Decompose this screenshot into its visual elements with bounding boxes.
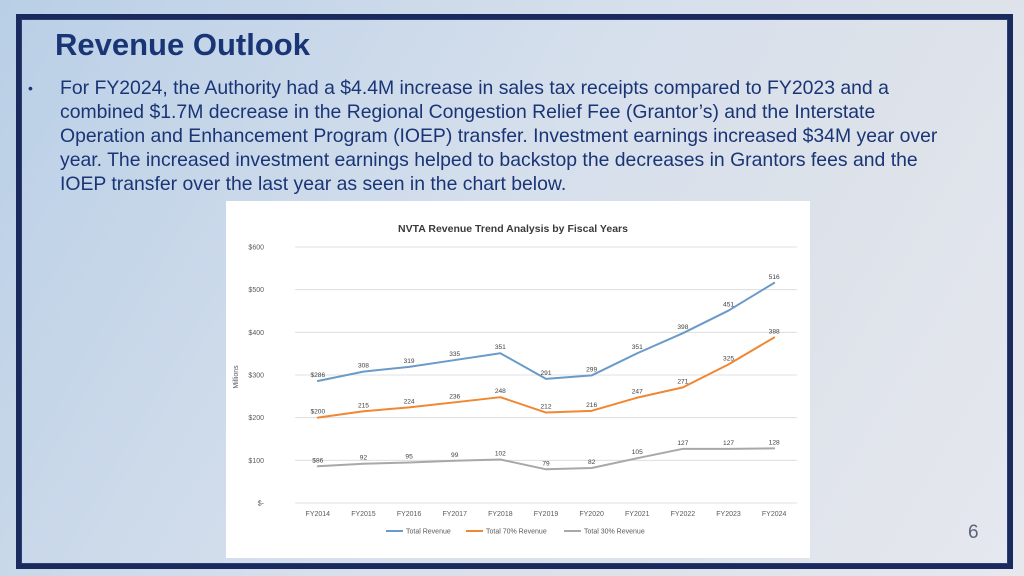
x-tick-label: FY2017 [442,511,467,518]
legend-label: Total Revenue [406,529,451,536]
data-label: 224 [404,398,415,405]
y-tick-label: $- [258,501,265,508]
data-label: 248 [495,388,506,395]
data-label: 335 [449,351,460,358]
data-label: 236 [449,393,460,400]
data-label: 351 [632,344,643,351]
x-tick-label: FY2014 [306,511,331,518]
chart-x-ticks: FY2014 FY2015 FY2016 FY2017 FY2018 FY2019 FY20… [306,511,787,518]
chart-gridlines [295,246,797,504]
data-label: 451 [723,302,734,309]
data-label: $200 [310,409,325,416]
series-line [316,447,776,471]
data-label: 398 [677,324,688,331]
legend-label: Total 70% Revenue [486,529,547,536]
x-tick-label: FY2024 [762,511,787,518]
data-label: 212 [540,404,551,411]
bullet-marker: • [28,80,33,96]
data-label: $86 [312,457,323,464]
series-total-revenue: $286 308 319 335 351 291 299 351 398 451 516 [310,274,780,382]
y-tick-label: $300 [248,373,264,380]
chart-series: $286 308 319 335 351 291 299 351 398 451 516 $200 21… [310,274,780,471]
data-label: $286 [310,372,325,379]
series-total-70-revenue: $200 215 224 236 248 212 216 247 271 325 388 [310,328,780,419]
data-label: 388 [769,328,780,335]
y-tick-label: $600 [248,245,264,252]
x-tick-label: FY2016 [397,511,422,518]
data-label: 102 [495,450,506,457]
data-label: 291 [540,370,551,377]
x-tick-label: FY2023 [716,511,741,518]
data-label: 299 [586,366,597,373]
x-tick-label: FY2020 [579,511,604,518]
x-tick-label: FY2018 [488,511,513,518]
data-label: 215 [358,402,369,409]
chart-title: NVTA Revenue Trend Analysis by Fiscal Ye… [398,223,628,235]
data-label: 216 [586,402,597,409]
legend-label: Total 30% Revenue [584,529,645,536]
data-label: 127 [723,440,734,447]
x-tick-label: FY2019 [534,511,559,518]
series-total-30-revenue: $86 92 95 99 102 79 82 105 127 127 128 [312,439,780,471]
chart-svg: NVTA Revenue Trend Analysis by Fiscal Ye… [233,223,797,536]
y-tick-label: $500 [248,287,264,294]
y-tick-label: $200 [248,415,264,422]
data-label: 92 [360,455,368,462]
page-number: 6 [968,522,979,543]
series-line [316,281,776,382]
y-tick-label: $100 [248,458,264,465]
data-label: 516 [769,274,780,281]
data-label: 95 [405,453,413,460]
bullet-text: For FY2024, the Authority had a $4.4M in… [60,77,938,195]
data-label: 105 [632,449,643,456]
y-tick-label: $400 [248,330,264,337]
data-label: 271 [677,378,688,385]
data-label: 127 [677,440,688,447]
x-tick-label: FY2015 [351,511,376,518]
data-label: 351 [495,344,506,351]
series-line [316,336,776,419]
revenue-chart: NVTA Revenue Trend Analysis by Fiscal Ye… [226,201,810,558]
x-tick-label: FY2021 [625,511,650,518]
x-tick-label: FY2022 [671,511,696,518]
chart-y-axis-label: Millions [233,365,240,389]
data-label: 325 [723,355,734,362]
chart-legend: Total Revenue Total 70% Revenue Total 30% … [386,529,645,536]
data-label: 128 [769,439,780,446]
data-label: 82 [588,459,596,466]
data-label: 319 [404,358,415,365]
data-label: 247 [632,389,643,396]
data-label: 99 [451,452,459,459]
slide-frame [16,14,1013,569]
data-label: 308 [358,363,369,370]
data-label: 79 [542,460,550,467]
chart-y-ticks: $- $100 $200 $300 $400 $500 $600 [248,245,264,508]
slide-title: Revenue Outlook [55,27,310,62]
